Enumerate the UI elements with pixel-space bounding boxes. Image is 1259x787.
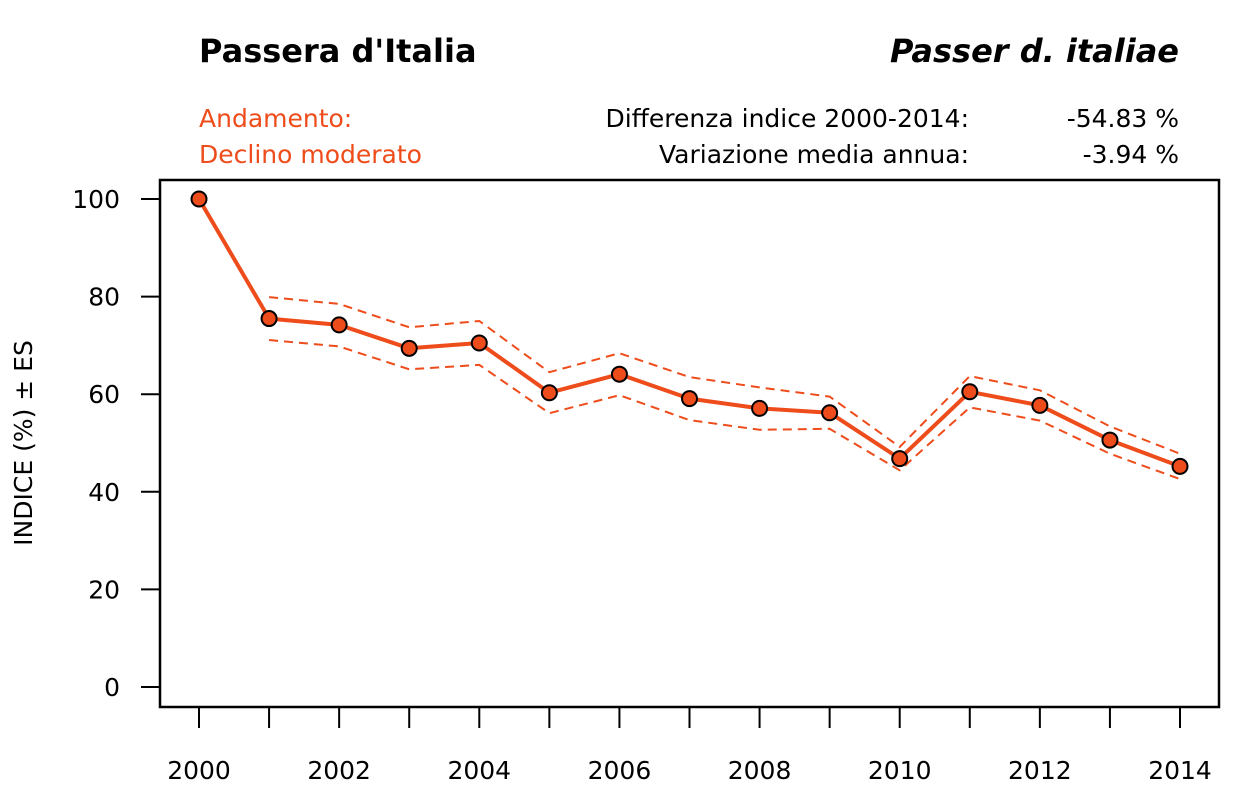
x-tick-label: 2012 bbox=[1008, 756, 1072, 785]
data-point bbox=[891, 450, 909, 468]
data-point bbox=[1031, 396, 1049, 414]
x-tick-label: 2014 bbox=[1148, 756, 1212, 785]
common-name-title: Passera d'Italia bbox=[199, 32, 477, 70]
data-point bbox=[400, 339, 418, 357]
y-tick-label: 20 bbox=[88, 575, 120, 604]
series-layer bbox=[190, 190, 1189, 481]
data-point bbox=[961, 383, 979, 401]
data-point bbox=[751, 399, 769, 417]
data-point bbox=[330, 316, 348, 334]
plot-frame bbox=[158, 178, 1221, 709]
y-tick-label: 40 bbox=[88, 478, 120, 507]
trend-label: Andamento: bbox=[199, 104, 353, 133]
y-tick-label: 0 bbox=[104, 673, 120, 702]
index-line bbox=[197, 197, 1181, 469]
data-point bbox=[190, 190, 208, 208]
scientific-name-title: Passer d. italiae bbox=[889, 32, 1179, 70]
data-point bbox=[681, 390, 698, 408]
index-difference-value: -54.83 % bbox=[1066, 104, 1179, 133]
data-point bbox=[1101, 431, 1119, 449]
x-tick-label: 2004 bbox=[447, 756, 511, 785]
data-point bbox=[260, 310, 278, 328]
index-difference-label: Differenza indice 2000-2014: bbox=[605, 104, 969, 133]
data-point bbox=[821, 404, 839, 422]
data-point bbox=[610, 365, 628, 383]
y-tick-label: 60 bbox=[88, 380, 120, 409]
x-tick-label: 2000 bbox=[167, 756, 231, 785]
data-point bbox=[540, 384, 558, 402]
upper-error-line bbox=[269, 296, 1181, 455]
trend-value: Declino moderato bbox=[199, 140, 422, 169]
x-tick-label: 2008 bbox=[728, 756, 792, 785]
data-point bbox=[470, 334, 488, 352]
x-tick-label: 2010 bbox=[868, 756, 932, 785]
y-axis: 0 20 40 60 80 100 bbox=[72, 185, 160, 702]
lower-error-line bbox=[269, 339, 1181, 481]
data-point bbox=[1171, 457, 1189, 475]
y-axis-label: INDICE (%) ± ES bbox=[9, 340, 38, 546]
x-tick-label: 2006 bbox=[588, 756, 652, 785]
x-axis: 2000 2002 2004 2006 2008 2010 2012 2014 bbox=[167, 707, 1212, 785]
y-tick-label: 100 bbox=[72, 185, 120, 214]
annual-change-value: -3.94 % bbox=[1082, 140, 1179, 169]
annual-change-label: Variazione media annua: bbox=[659, 140, 969, 169]
x-tick-label: 2002 bbox=[307, 756, 371, 785]
y-tick-label: 80 bbox=[88, 283, 120, 312]
